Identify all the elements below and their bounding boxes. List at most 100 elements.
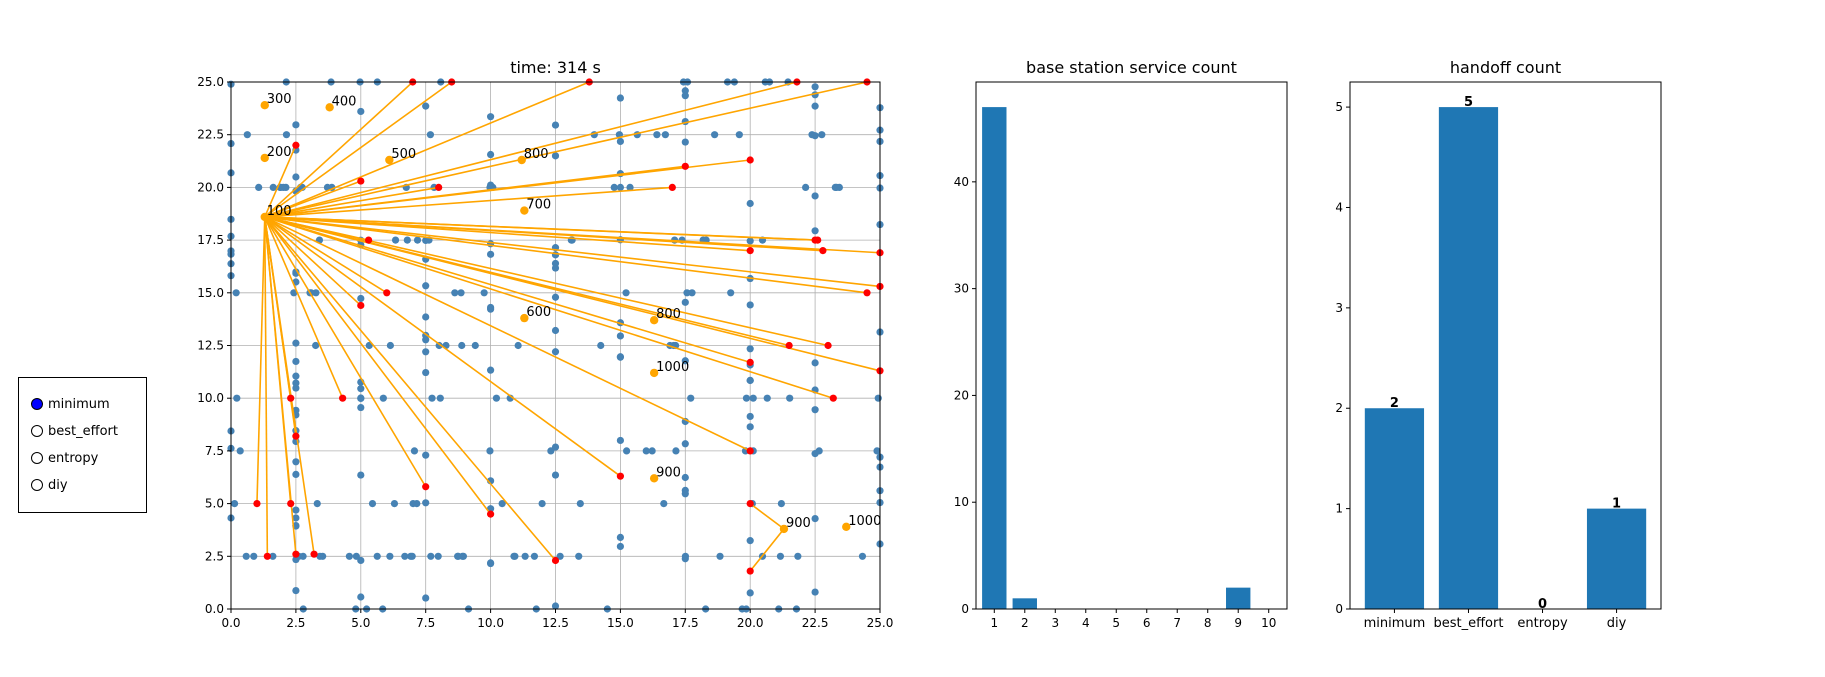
user-node-marker <box>292 470 300 479</box>
user-node-marker <box>292 586 300 595</box>
bs-y-tick-label: 30 <box>954 282 969 296</box>
connection-line <box>264 216 362 307</box>
connected-user-marker <box>746 156 754 164</box>
user-node-marker <box>687 394 695 402</box>
connected-user-marker <box>819 247 827 255</box>
user-node-marker <box>874 394 882 402</box>
user-node-marker <box>551 251 560 259</box>
bs-title: base station service count <box>1026 58 1237 77</box>
user-node-marker <box>422 368 430 377</box>
ho-y-tick-label: 4 <box>1335 200 1343 214</box>
base-station-label: 400 <box>332 94 357 109</box>
user-node-marker <box>681 357 689 365</box>
connection-line <box>264 159 751 218</box>
radio-option-best-effort[interactable]: best_effort <box>31 421 118 441</box>
user-node-marker <box>622 289 630 297</box>
map-y-tick-label: 25.0 <box>197 75 224 89</box>
user-node-marker <box>292 173 300 181</box>
user-node-marker <box>616 353 625 361</box>
base-station-chart-panel: 1 2 3 4 5 6 7 8 9 10 0 10 20 30 40 base station servic… <box>954 58 1288 630</box>
user-node-marker <box>551 121 560 129</box>
connected-user-marker <box>746 567 754 575</box>
user-node-marker <box>480 289 488 297</box>
ho-bar-minimum <box>1364 408 1425 609</box>
user-node-marker <box>746 301 754 309</box>
user-node-marker <box>312 341 320 350</box>
user-node-marker <box>422 102 430 110</box>
radio-option-minimum[interactable]: minimum <box>31 394 110 414</box>
map-y-tick-label: 20.0 <box>197 180 224 194</box>
radio-button-diy[interactable] <box>31 479 43 491</box>
user-node-marker <box>357 394 365 402</box>
user-node-marker <box>746 423 754 431</box>
ho-x-tick-label: entropy <box>1517 616 1568 631</box>
user-node-marker <box>401 552 409 560</box>
user-node-marker <box>319 552 327 560</box>
user-node-marker <box>681 440 689 448</box>
user-node-marker <box>786 394 794 402</box>
user-node-marker <box>313 500 321 508</box>
connection-line <box>264 216 818 241</box>
bs-y-tick-label: 40 <box>954 175 969 189</box>
user-node-marker <box>243 131 251 139</box>
user-node-marker <box>373 552 381 560</box>
connected-user-marker <box>339 394 347 402</box>
connection-line <box>264 216 557 562</box>
user-node-marker <box>487 113 495 121</box>
user-node-marker <box>498 500 506 508</box>
radio-button-minimum[interactable] <box>31 398 43 410</box>
connection-line <box>264 216 344 399</box>
user-node-marker <box>551 348 560 356</box>
connected-user-marker <box>616 472 625 480</box>
radio-option-diy[interactable]: diy <box>31 475 68 495</box>
radio-label-entropy: entropy <box>48 450 99 466</box>
user-node-marker <box>486 447 494 455</box>
strategy-radio-group: minimum best_effort entropy diy <box>18 377 147 513</box>
radio-button-entropy[interactable] <box>31 452 43 464</box>
user-node-marker <box>648 447 656 455</box>
user-node-marker <box>233 394 241 402</box>
user-node-marker <box>357 593 365 601</box>
connected-user-marker <box>357 177 365 185</box>
user-node-marker <box>422 348 430 356</box>
user-node-marker <box>386 552 394 560</box>
connected-user-marker <box>357 301 365 310</box>
bs-y-tick-label: 20 <box>954 388 969 402</box>
user-node-marker <box>357 107 365 116</box>
map-y-tick-label: 2.5 <box>205 549 224 563</box>
map-x-tick-label: 2.5 <box>286 616 305 630</box>
user-node-marker <box>811 588 819 596</box>
connected-user-marker <box>422 483 430 491</box>
connected-user-marker <box>292 550 300 558</box>
connected-user-marker <box>863 289 871 297</box>
connected-user-marker <box>829 394 837 402</box>
base-station-marker <box>842 522 851 531</box>
map-x-tick-label: 7.5 <box>416 616 435 630</box>
user-node-marker <box>292 555 300 564</box>
user-node-marker <box>610 183 618 191</box>
user-node-marker <box>811 406 819 414</box>
ho-bar-diy <box>1586 508 1647 609</box>
user-node-marker <box>457 289 465 297</box>
connection-line <box>264 216 388 294</box>
user-node-marker <box>616 332 625 340</box>
user-node-marker <box>818 131 826 139</box>
user-node-marker <box>390 500 399 508</box>
user-node-marker <box>746 199 754 208</box>
user-node-marker <box>357 403 365 412</box>
user-node-marker <box>292 357 300 366</box>
map-x-tick-label: 12.5 <box>542 616 569 630</box>
user-node-marker <box>428 394 436 402</box>
user-node-marker <box>426 131 435 139</box>
base-station-marker <box>385 155 394 165</box>
bs-bar-1 <box>982 107 1007 609</box>
radio-option-entropy[interactable]: entropy <box>31 448 98 468</box>
user-node-marker <box>422 499 430 507</box>
user-node-marker <box>292 384 300 392</box>
user-node-marker <box>660 500 668 508</box>
user-node-marker <box>386 341 394 350</box>
radio-button-best-effort[interactable] <box>31 425 43 437</box>
user-node-marker <box>290 289 298 297</box>
user-node-marker <box>858 552 867 560</box>
connected-user-marker <box>746 358 754 366</box>
